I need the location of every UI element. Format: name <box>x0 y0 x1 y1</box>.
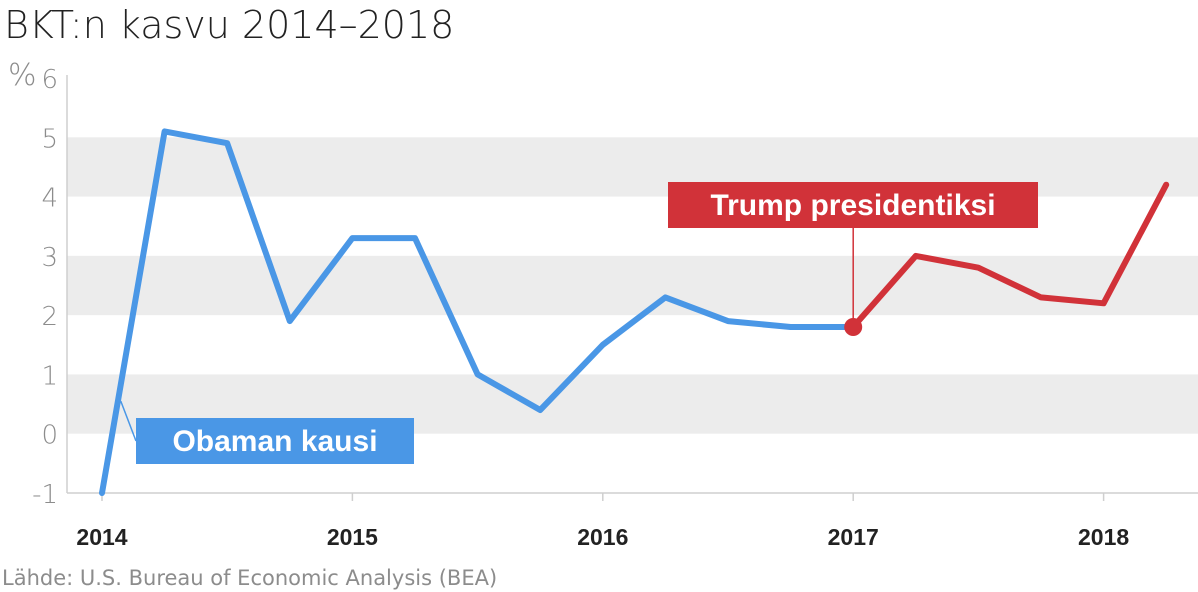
series-line-obama <box>99 128 857 496</box>
y-tick-label: 1 <box>41 361 58 391</box>
x-tick-label: 2014 <box>76 524 127 550</box>
y-tick-label: 6 <box>41 65 58 95</box>
x-tick-label: 2015 <box>327 524 378 550</box>
trump-label-text: Trump presidentiksi <box>710 189 995 222</box>
x-tick-label: 2017 <box>828 524 879 550</box>
y-tick-label: -1 <box>32 480 58 510</box>
trump-annotation: Trump presidentiksi <box>668 182 1038 228</box>
x-tick-label: 2016 <box>577 524 628 550</box>
obama-leader-line <box>120 400 137 442</box>
y-tick-label: 2 <box>41 302 58 332</box>
trump-label-box <box>668 182 1038 228</box>
annotation-leaders <box>120 228 854 442</box>
chart-title: BKT:n kasvu 2014–2018 <box>4 3 454 47</box>
series-lines <box>99 128 1170 496</box>
grid-band <box>67 255 1198 316</box>
y-axis-unit: % <box>8 58 37 93</box>
x-tick-label: 2018 <box>1078 524 1129 550</box>
y-tick-label: 0 <box>41 421 58 451</box>
trump-start-marker <box>844 318 863 336</box>
obama-label-box <box>136 418 414 464</box>
series-line-trump <box>850 181 1170 330</box>
y-tick-label: 4 <box>41 184 58 214</box>
y-tick-label: 3 <box>41 243 58 273</box>
source-note: Lähde: U.S. Bureau of Economic Analysis … <box>2 566 497 590</box>
grid-bands <box>67 137 1198 434</box>
y-tick-labels: -1 0 1 2 3 4 5 6 <box>32 65 58 510</box>
obama-label-text: Obaman kausi <box>172 425 377 458</box>
obama-annotation: Obaman kausi <box>136 418 414 464</box>
x-tick-labels: 2014 2015 2016 2017 2018 <box>76 493 1129 550</box>
series-markers <box>844 318 863 336</box>
y-tick-label: 5 <box>41 124 58 154</box>
